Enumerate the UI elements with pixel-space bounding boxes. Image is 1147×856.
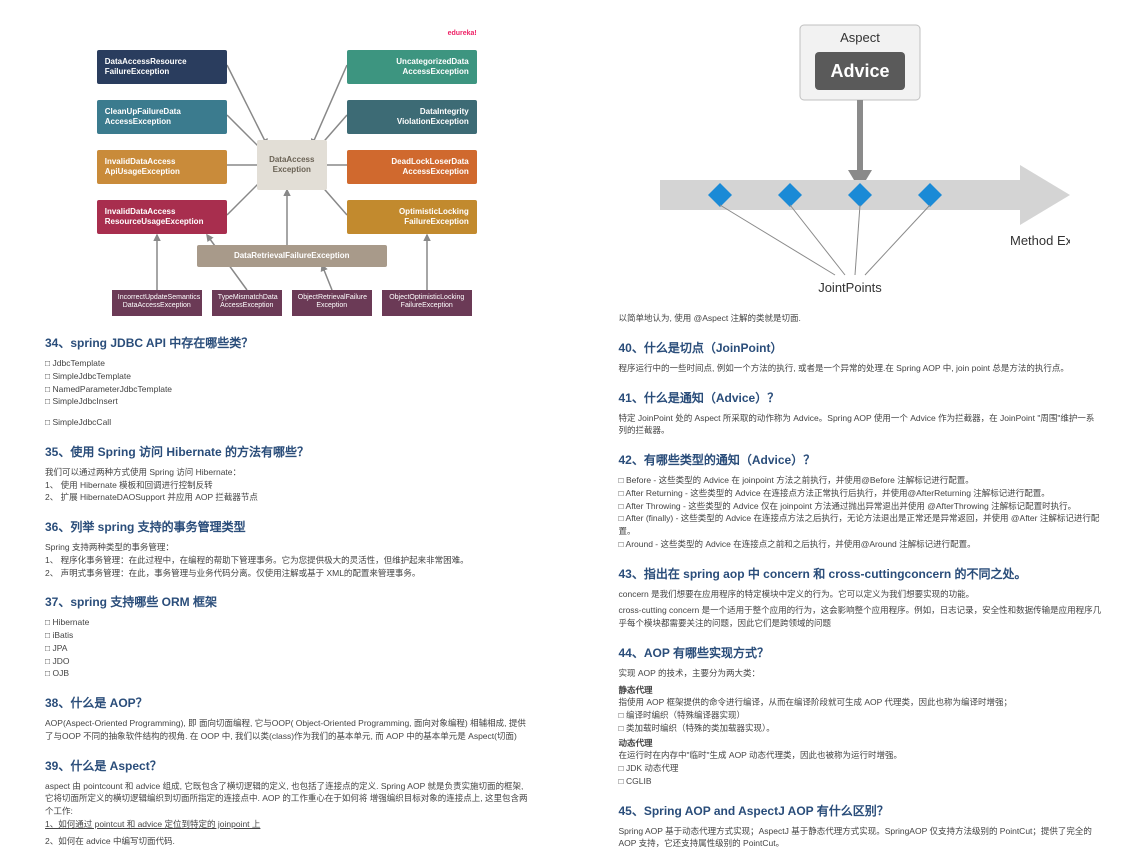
- q37-title: 37、spring 支持哪些 ORM 框架: [45, 593, 529, 610]
- q44-s2: 动态代理: [619, 737, 1103, 750]
- list-item: 编译时编织（特殊编译器实现）: [619, 709, 1103, 722]
- watermark: edureka!: [448, 30, 477, 37]
- list-item: SimpleJdbcInsert: [45, 395, 529, 408]
- q44-s1p: 指使用 AOP 框架提供的命令进行编译，从而在编译阶段就可生成 AOP 代理类，…: [619, 696, 1103, 709]
- q45-text: Spring AOP 基于动态代理方式实现；AspectJ 基于静态代理方式实现…: [619, 825, 1103, 851]
- aspect-label: Aspect: [840, 30, 880, 45]
- aop-svg: Aspect Advice Method Execution JointPoin…: [650, 20, 1070, 300]
- q44-s1-list: 编译时编织（特殊编译器实现）类加载时编织（特殊的类加载器实现）。: [619, 709, 1103, 735]
- q39-p2: 1、如何通过 pointcut 和 advice 定位到特定的 joinpoin…: [45, 818, 529, 831]
- center-exception: DataAccess Exception: [257, 140, 327, 190]
- q35-intro: 我们可以通过两种方式使用 Spring 访问 Hibernate：: [45, 466, 529, 479]
- q40-text: 程序运行中的一些时间点, 例如一个方法的执行, 或者是一个异常的处理.在 Spr…: [619, 362, 1103, 375]
- list-item: 2、 扩展 HibernateDAOSupport 并应用 AOP 拦截器节点: [45, 491, 529, 504]
- wide-bottom-exception: DataRetrievalFailureException: [197, 245, 387, 267]
- left-exception-box: InvalidDataAccess ResourceUsageException: [97, 200, 227, 234]
- q36-title: 36、列举 spring 支持的事务管理类型: [45, 518, 529, 535]
- q44-title: 44、AOP 有哪些实现方式？: [619, 644, 1103, 661]
- aspect-summary: 以简单地认为, 使用 @Aspect 注解的类就是切面.: [619, 312, 1103, 325]
- q36-intro: Spring 支持两种类型的事务管理：: [45, 541, 529, 554]
- list-item: JDO: [45, 655, 529, 668]
- q44-s2-list: JDK 动态代理CGLIB: [619, 762, 1103, 788]
- right-exception-box: DataIntegrity ViolationException: [347, 100, 477, 134]
- list-item: Before - 这些类型的 Advice 在 joinpoint 方法之前执行…: [619, 474, 1103, 487]
- sub-exception-box: ObjectRetrievalFailure Exception: [292, 290, 372, 316]
- q42-list: Before - 这些类型的 Advice 在 joinpoint 方法之前执行…: [619, 474, 1103, 551]
- q35-title: 35、使用 Spring 访问 Hibernate 的方法有哪些？: [45, 443, 529, 460]
- q45-title: 45、Spring AOP and AspectJ AOP 有什么区别？: [619, 802, 1103, 819]
- list-item: After (finally) - 这些类型的 Advice 在连接点方法之后执…: [619, 512, 1103, 538]
- list-item: OJB: [45, 667, 529, 680]
- q35-list: 1、 使用 Hibernate 模板和回调进行控制反转2、 扩展 Hiberna…: [45, 479, 529, 505]
- right-exception-box: DeadLockLoserData AccessException: [347, 150, 477, 184]
- list-item: After Throwing - 这些类型的 Advice 仅在 joinpoi…: [619, 500, 1103, 513]
- list-item: JDK 动态代理: [619, 762, 1103, 775]
- right-page: Aspect Advice Method Execution JointPoin…: [574, 0, 1147, 856]
- exception-hierarchy-diagram: edureka! DataAccessResource FailureExcep…: [97, 30, 477, 320]
- q44-s2p: 在运行时在内存中"临时"生成 AOP 动态代理类，因此也被称为运行时增强。: [619, 749, 1103, 762]
- sub-exception-box: TypeMismatchData AccessException: [212, 290, 282, 316]
- sub-exception-box: IncorrectUpdateSemantics DataAccessExcep…: [112, 290, 202, 316]
- q41-text: 特定 JoinPoint 处的 Aspect 所采取的动作称为 Advice。S…: [619, 412, 1103, 438]
- q39-title: 39、什么是 Aspect？: [45, 757, 529, 774]
- list-item: iBatis: [45, 629, 529, 642]
- list-item: SimpleJdbcCall: [45, 416, 529, 429]
- q34-title: 34、spring JDBC API 中存在哪些类？: [45, 334, 529, 351]
- q38-text: AOP(Aspect-Oriented Programming), 即 面向切面…: [45, 717, 529, 743]
- advice-label: Advice: [831, 61, 890, 81]
- q36-list: 1、 程序化事务管理：在此过程中，在编程的帮助下管理事务。它为您提供极大的灵活性…: [45, 554, 529, 580]
- list-item: 1、 程序化事务管理：在此过程中，在编程的帮助下管理事务。它为您提供极大的灵活性…: [45, 554, 529, 567]
- q40-title: 40、什么是切点（JoinPoint）: [619, 339, 1103, 356]
- list-item: 2、 声明式事务管理：在此，事务管理与业务代码分离。仅使用注解或基于 XML的配…: [45, 567, 529, 580]
- q44-s1: 静态代理: [619, 684, 1103, 697]
- q43-p2: cross-cutting concern 是一个适用于整个应用的行为，这会影响…: [619, 604, 1103, 630]
- left-exception-box: DataAccessResource FailureException: [97, 50, 227, 84]
- q39-p3: 2、如何在 advice 中编写切面代码.: [45, 835, 529, 848]
- q43-title: 43、指出在 spring aop 中 concern 和 cross-cutt…: [619, 565, 1103, 582]
- list-item: Around - 这些类型的 Advice 在连接点之前和之后执行，并使用@Ar…: [619, 538, 1103, 551]
- right-exception-box: OptimisticLocking FailureException: [347, 200, 477, 234]
- list-item: 1、 使用 Hibernate 模板和回调进行控制反转: [45, 479, 529, 492]
- left-exception-box: InvalidDataAccess ApiUsageException: [97, 150, 227, 184]
- jointpoints-label: JointPoints: [818, 280, 882, 295]
- list-item: CGLIB: [619, 775, 1103, 788]
- left-exception-box: CleanUpFailureData AccessException: [97, 100, 227, 134]
- list-item: Hibernate: [45, 616, 529, 629]
- q37-list: HibernateiBatisJPAJDOOJB: [45, 616, 529, 680]
- list-item: After Returning - 这些类型的 Advice 在连接点方法正常执…: [619, 487, 1103, 500]
- sub-exception-box: ObjectOptimisticLocking FailureException: [382, 290, 472, 316]
- list-item: JdbcTemplate: [45, 357, 529, 370]
- q38-title: 38、什么是 AOP？: [45, 694, 529, 711]
- q41-title: 41、什么是通知（Advice）？: [619, 389, 1103, 406]
- q34-list: JdbcTemplateSimpleJdbcTemplateNamedParam…: [45, 357, 529, 429]
- left-page: edureka! DataAccessResource FailureExcep…: [0, 0, 574, 856]
- method-execution-label: Method Execution: [1010, 233, 1070, 248]
- right-exception-box: UncategorizedData AccessException: [347, 50, 477, 84]
- list-item: NamedParameterJdbcTemplate: [45, 383, 529, 396]
- list-item: SimpleJdbcTemplate: [45, 370, 529, 383]
- list-item: JPA: [45, 642, 529, 655]
- q44-intro: 实现 AOP 的技术，主要分为两大类：: [619, 667, 1103, 680]
- list-item: 类加载时编织（特殊的类加载器实现）。: [619, 722, 1103, 735]
- q39-p1: aspect 由 pointcount 和 advice 组成, 它既包含了横切…: [45, 780, 529, 818]
- aop-diagram: Aspect Advice Method Execution JointPoin…: [650, 20, 1070, 302]
- q43-p1: concern 是我们想要在应用程序的特定模块中定义的行为。它可以定义为我们想要…: [619, 588, 1103, 601]
- q42-title: 42、有哪些类型的通知（Advice）？: [619, 451, 1103, 468]
